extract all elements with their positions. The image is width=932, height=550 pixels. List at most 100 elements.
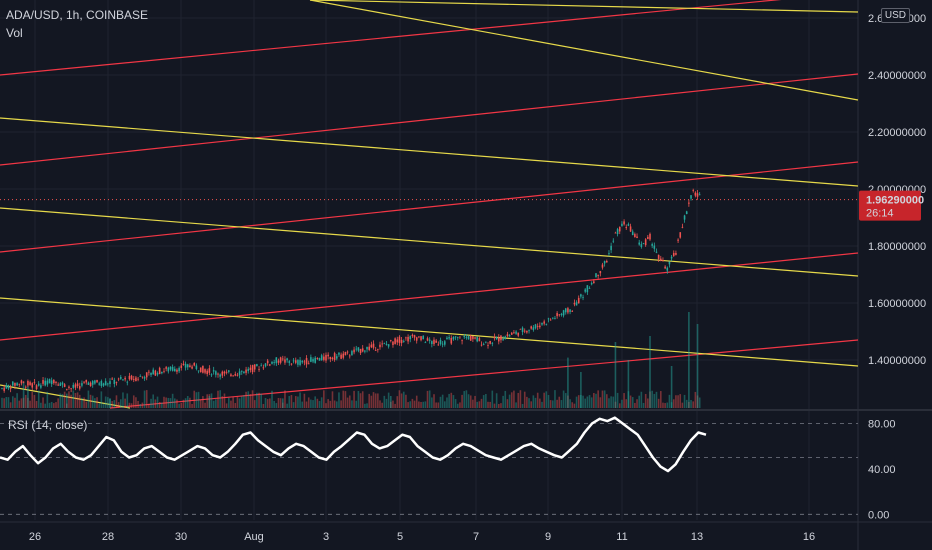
candle-body [392, 341, 394, 345]
volume-bar [109, 398, 111, 408]
volume-bar [273, 400, 275, 408]
rsi-title: RSI (14, close) [8, 418, 88, 432]
candle-body [532, 327, 535, 330]
candle-body [383, 343, 386, 345]
price-badge-countdown: 26:14 [866, 208, 894, 220]
time-tick-label: 30 [175, 531, 187, 543]
volume-bar [145, 390, 148, 408]
candle-body [480, 344, 483, 346]
candle-body [359, 348, 362, 354]
candle-body [81, 383, 83, 386]
volume-bar [130, 403, 133, 408]
time-tick-label: 9 [545, 531, 551, 543]
volume-bar [169, 398, 172, 408]
candle-body [651, 244, 653, 246]
volume-bar [236, 396, 239, 408]
red-trendline [0, 0, 782, 76]
candle-body [666, 267, 669, 271]
volume-bar [651, 390, 653, 408]
candle-body [411, 334, 414, 337]
candle-body [152, 369, 154, 375]
candle-body [657, 254, 660, 259]
candle-body [48, 379, 51, 384]
candle-body [348, 355, 351, 357]
volume-bar [590, 397, 593, 408]
rsi-tick-label: 0.00 [868, 509, 889, 521]
currency-button[interactable]: USD [880, 8, 910, 23]
volume-bar [554, 390, 556, 408]
volume-bar [310, 399, 312, 408]
candle-body [9, 387, 12, 389]
candle-body [307, 363, 310, 365]
volume-bar [588, 395, 591, 408]
candle-body [74, 384, 77, 388]
volume-bar [411, 398, 414, 408]
candle-body [545, 323, 548, 325]
volume-bar [122, 392, 124, 408]
candle-body [184, 363, 187, 368]
candle-body [409, 336, 412, 340]
candle-body [387, 344, 390, 347]
yellow-trendline [0, 297, 859, 367]
volume-bar [543, 392, 545, 408]
candle-body [94, 380, 96, 384]
candle-body [381, 343, 383, 345]
volume-bar [249, 394, 252, 408]
volume-bar [361, 391, 364, 408]
volume-bar [16, 393, 18, 408]
volume-bar [329, 400, 332, 408]
volume-bar [485, 393, 487, 408]
volume-bar [472, 399, 474, 408]
volume-bar [338, 392, 340, 408]
candle-body [264, 363, 267, 367]
candle-body [441, 343, 444, 345]
volume-bar [303, 393, 306, 408]
volume-bar [290, 395, 293, 408]
volume-bar [37, 390, 40, 408]
symbol-title: ADA/USD, 1h, COINBASE [6, 8, 149, 22]
volume-bar [573, 403, 576, 408]
volume-bar [204, 402, 206, 408]
volume-bar [359, 393, 362, 408]
candle-body [104, 381, 107, 386]
volume-bar [299, 392, 301, 408]
candle-body [33, 381, 36, 383]
volume-bar [269, 398, 271, 408]
volume-bar [212, 400, 215, 408]
volume-bar [301, 401, 304, 408]
volume-bar [601, 390, 604, 408]
volume-bar [394, 403, 396, 408]
volume-bar [618, 403, 621, 408]
candle-body [236, 374, 239, 376]
candle-body [513, 332, 515, 334]
volume-bar [562, 390, 565, 408]
volume-bar [342, 390, 345, 408]
candle-body [117, 378, 120, 380]
candle-body [169, 366, 172, 370]
candle-body [230, 374, 232, 377]
candle-body [204, 369, 206, 373]
volume-bar [42, 397, 44, 408]
candle-body [476, 337, 478, 342]
volume-bar [625, 399, 628, 408]
volume-bar [668, 394, 671, 408]
candle-body [636, 236, 638, 239]
candle-body [124, 377, 126, 380]
candle-body [320, 355, 323, 361]
candle-body [135, 377, 137, 382]
candle-body [556, 313, 558, 317]
candle-body [472, 335, 474, 340]
volume-bar [493, 403, 496, 408]
candle-body [323, 356, 325, 360]
volume-bar [307, 397, 310, 408]
candle-body [625, 227, 628, 229]
candle-body [260, 365, 262, 367]
volume-bar [621, 399, 623, 408]
candle-body [526, 330, 528, 333]
candle-body [29, 382, 31, 385]
candle-body [262, 367, 265, 369]
candle-body [243, 371, 245, 374]
candle-body [85, 380, 88, 383]
candle-body [314, 357, 316, 363]
